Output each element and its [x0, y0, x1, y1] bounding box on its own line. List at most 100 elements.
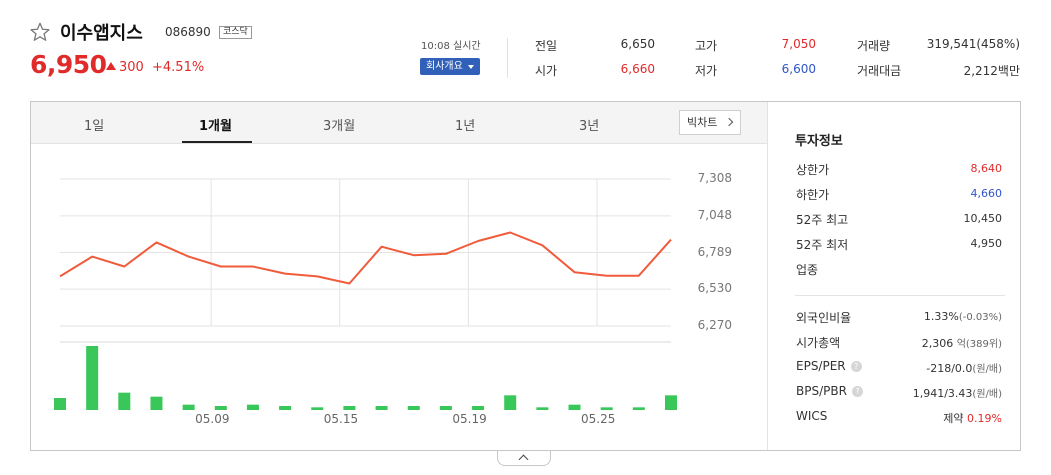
open-value: 6,660 — [620, 62, 655, 76]
open-label: 시가 — [535, 64, 558, 78]
eps-per-unit: (원/배) — [972, 364, 1002, 375]
upper-limit-value: 8,640 — [970, 162, 1003, 175]
bps-pbr-unit: (원/배) — [972, 389, 1002, 400]
market-cap-value: 2,306 억(389위) — [922, 335, 1002, 350]
52w-high-label: 52주 최고 — [796, 213, 849, 227]
investment-info-title: 투자정보 — [795, 134, 843, 149]
y-tick-label: 6,530 — [697, 281, 732, 296]
divider — [767, 102, 768, 450]
volume-bar — [311, 407, 324, 410]
volume-bar — [343, 406, 356, 410]
prev-close-value: 6,650 — [620, 37, 655, 51]
x-tick-label: 05.25 — [581, 412, 616, 426]
help-icon[interactable]: ? — [850, 361, 862, 372]
volume-value: 319,541(458%) — [926, 37, 1020, 51]
company-overview-button[interactable]: 회사개요 — [420, 58, 480, 75]
foreign-ratio-label: 외국인비율 — [796, 311, 852, 325]
foreign-ratio-change: (-0.03%) — [958, 312, 1002, 323]
wics-value: 제약 0.19% — [943, 410, 1002, 426]
tab-3y[interactable]: 3년 — [579, 119, 600, 134]
x-tick-label: 05.19 — [452, 412, 487, 426]
trade-amount-label: 거래대금 — [857, 64, 902, 78]
active-tab-indicator — [182, 141, 252, 143]
period-tabs: 1일 1개월 3개월 1년 3년 빅차트 — [31, 102, 767, 144]
market-cap-number: 2,306 — [921, 337, 954, 350]
big-chart-button[interactable]: 빅차트 — [679, 110, 741, 135]
high-value: 7,050 — [781, 37, 816, 51]
52w-high-value: 10,450 — [963, 212, 1003, 225]
52w-low-value: 4,950 — [970, 237, 1003, 250]
low-value: 6,600 — [781, 62, 816, 76]
bps-pbr-number: 1,941/3.43 — [912, 387, 973, 400]
tab-3m[interactable]: 3개월 — [323, 119, 356, 134]
volume-bar — [54, 398, 66, 410]
upper-limit-label: 상한가 — [796, 163, 830, 177]
tab-1d[interactable]: 1일 — [84, 119, 105, 134]
eps-per-label: EPS/PER? — [796, 359, 862, 373]
y-tick-label: 6,270 — [697, 318, 732, 332]
trade-amount-value: 2,212백만 — [963, 64, 1020, 78]
high-label: 고가 — [695, 39, 718, 53]
foreign-ratio-value: 1.33%(-0.03%) — [924, 310, 1002, 323]
y-tick-label: 7,308 — [697, 171, 732, 185]
volume-bar — [504, 395, 517, 410]
52w-low-label: 52주 최저 — [796, 238, 849, 252]
eps-per-value: -218/0.0(원/배) — [926, 360, 1002, 375]
low-label: 저가 — [695, 64, 718, 78]
eps-per-text: EPS/PER — [796, 359, 846, 373]
market-cap-label: 시가총액 — [796, 336, 841, 350]
current-price: 6,950 — [30, 50, 107, 79]
eps-per-number: -218/0.0 — [926, 362, 973, 375]
volume-bar — [536, 407, 549, 410]
big-chart-label: 빅차트 — [687, 116, 718, 129]
bps-pbr-text: BPS/PBR — [796, 384, 847, 398]
tab-1y[interactable]: 1년 — [455, 119, 476, 134]
foreign-ratio-number: 1.33% — [923, 310, 959, 323]
bps-pbr-label: BPS/PBR? — [796, 384, 863, 398]
y-tick-label: 6,789 — [697, 244, 732, 259]
volume-bar — [279, 406, 292, 410]
price-change-percent: +4.51% — [152, 60, 205, 75]
volume-bar — [439, 406, 452, 410]
divider — [795, 295, 1005, 296]
volume-bar — [118, 392, 131, 410]
wics-sector[interactable]: 제약 — [943, 412, 964, 425]
volume-label: 거래량 — [857, 39, 891, 53]
volume-bar — [182, 404, 195, 410]
lower-limit-label: 하한가 — [796, 188, 830, 202]
stock-name: 이수앱지스 — [60, 23, 143, 44]
price-change: 300 — [119, 60, 144, 75]
realtime-timestamp: 10:08 실시간 — [421, 41, 481, 52]
lower-limit-value: 4,660 — [970, 187, 1003, 200]
volume-bar — [568, 404, 581, 410]
bps-pbr-value: 1,941/3.43(원/배) — [913, 385, 1002, 400]
star-icon[interactable] — [29, 21, 51, 43]
chart-panel: 1일 1개월 3개월 1년 3년 빅차트 7,308 7,048 6,789 6,53… — [30, 101, 1021, 451]
volume-bar — [150, 396, 163, 410]
caret-down-icon — [468, 65, 474, 69]
volume-bar — [665, 395, 677, 410]
x-tick-label: 05.15 — [323, 412, 359, 426]
industry-label: 업종 — [796, 263, 819, 277]
y-tick-label: 7,048 — [697, 207, 732, 222]
wics-change: 0.19% — [967, 412, 1002, 425]
tab-1m[interactable]: 1개월 — [199, 119, 232, 134]
price-line-series — [59, 231, 672, 285]
price-chart — [54, 178, 677, 410]
volume-bar — [86, 346, 99, 410]
volume-bar — [214, 406, 227, 410]
help-icon[interactable]: ? — [851, 386, 863, 397]
volume-bar — [472, 406, 485, 410]
prev-close-label: 전일 — [535, 39, 558, 53]
up-arrow-icon — [106, 62, 116, 70]
chevron-up-icon — [518, 454, 529, 465]
divider — [507, 38, 508, 78]
stock-code: 086890 — [165, 25, 211, 39]
volume-bar — [600, 407, 613, 410]
x-tick-label: 05.09 — [195, 412, 230, 426]
volume-bar — [632, 407, 645, 410]
volume-bar — [375, 406, 388, 410]
collapse-button[interactable] — [497, 451, 551, 466]
wics-label: WICS — [796, 409, 828, 423]
volume-bar — [407, 406, 420, 410]
